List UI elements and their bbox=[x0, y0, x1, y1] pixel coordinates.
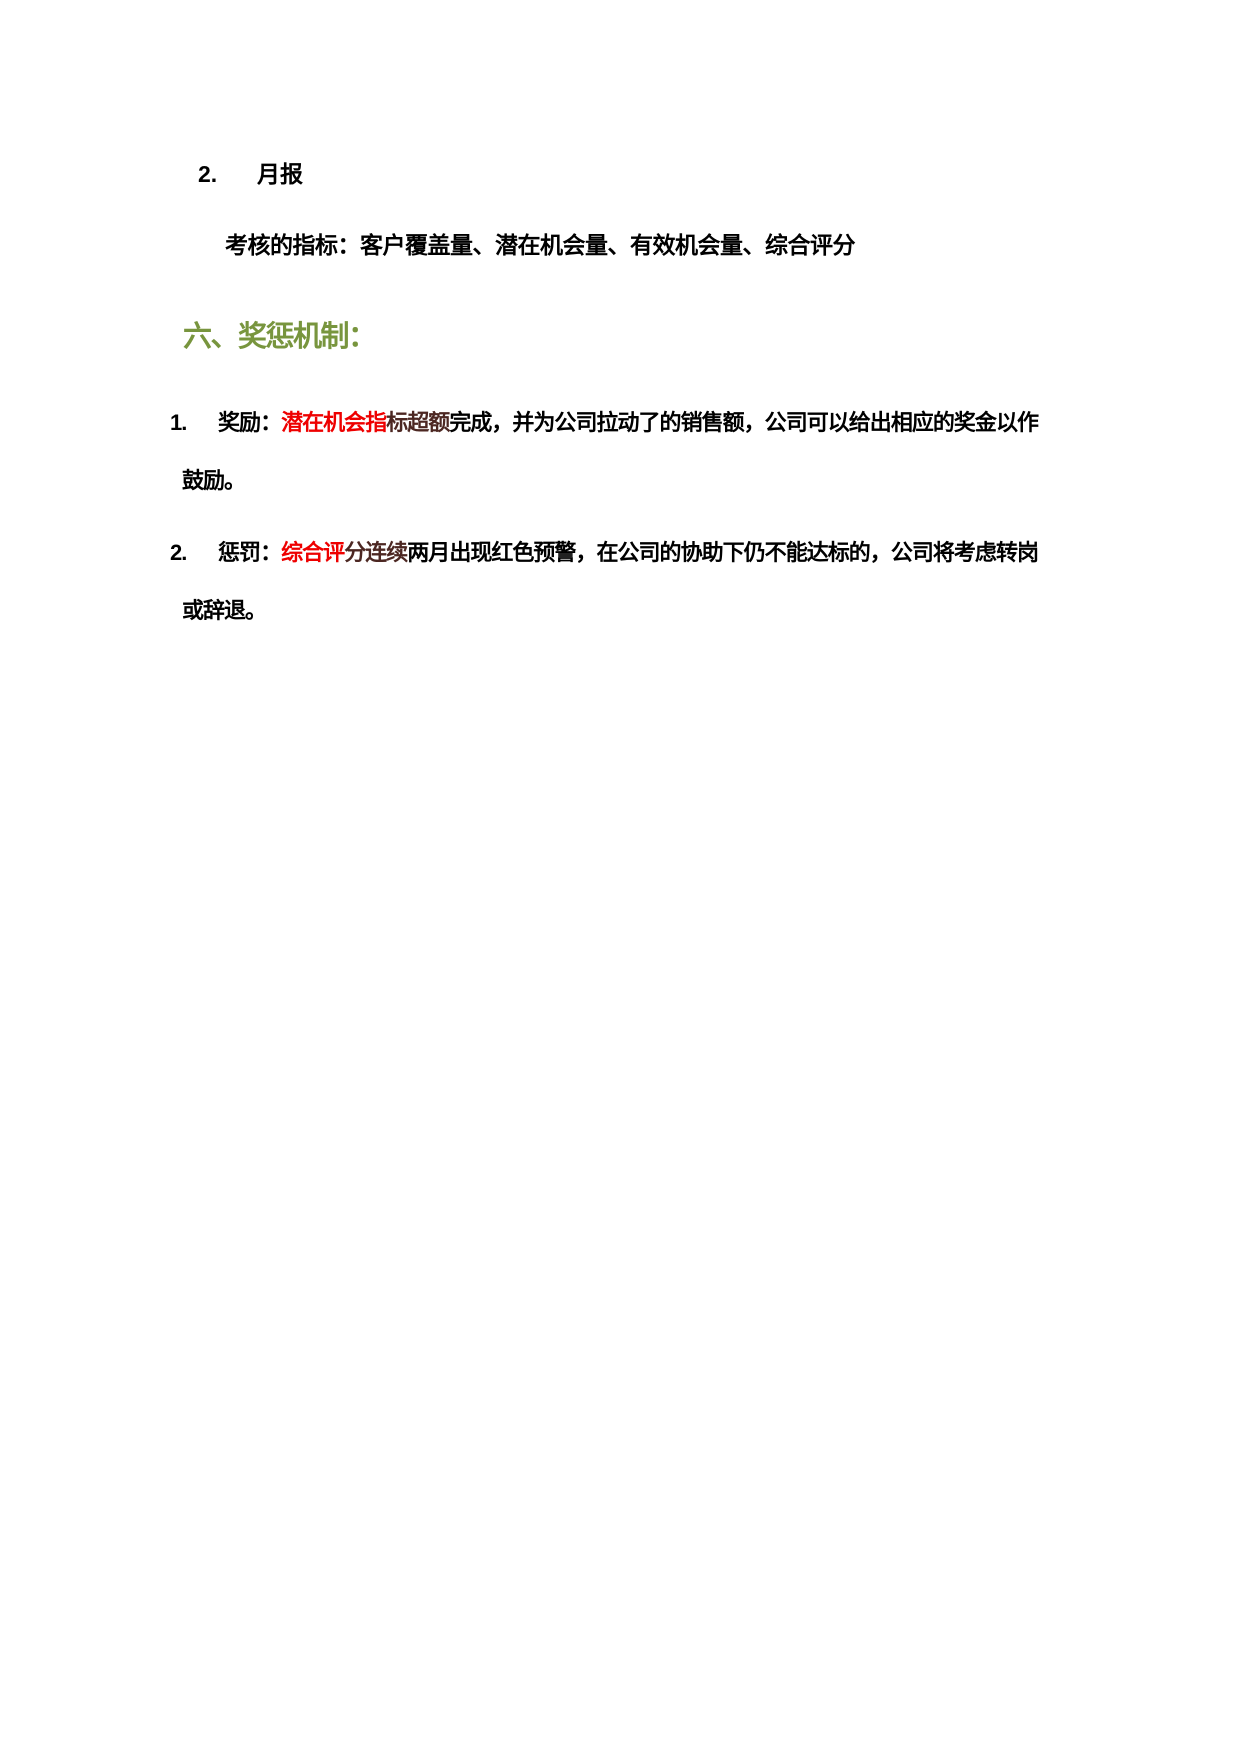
list-label: 月报 bbox=[257, 161, 303, 187]
text-run-bright_red: 综合评 bbox=[281, 540, 345, 565]
assessment-metrics-text: 考核的指标：客户覆盖量、潜在机会量、有效机会量、综合评分 bbox=[225, 232, 856, 258]
list-item-monthly-report: 2. 月报 bbox=[198, 160, 303, 188]
text-run-bright_red: 潜在机会指 bbox=[281, 410, 387, 435]
text-run-dark_red: 标超额 bbox=[386, 410, 450, 435]
text-run-text_black: 完成，并为公司拉动了的销售额，公司可以给出相应的奖金以作鼓励。 bbox=[182, 410, 1039, 493]
list-item-reward: 1. 奖励：潜在机会指标超额完成，并为公司拉动了的销售额，公司可以给出相应的奖金以… bbox=[170, 394, 1039, 510]
punishment-text: 惩罚：综合评分连续两月出现红色预警，在公司的协助下仍不能达标的，公司将考虑转岗或… bbox=[182, 540, 1039, 623]
list-number: 1. bbox=[170, 410, 187, 435]
list-number: 2. bbox=[198, 161, 218, 187]
text-run-text_black: 两月出现红色预警，在公司的协助下仍不能达标的，公司将考虑转岗或辞退。 bbox=[182, 540, 1039, 623]
text-run-text_black: 奖励： bbox=[218, 410, 282, 435]
section-heading: 六、奖惩机制： bbox=[183, 321, 377, 353]
reward-text: 奖励：潜在机会指标超额完成，并为公司拉动了的销售额，公司可以给出相应的奖金以作鼓… bbox=[182, 410, 1039, 493]
list-item-punishment: 2. 惩罚：综合评分连续两月出现红色预警，在公司的协助下仍不能达标的，公司将考虑转… bbox=[170, 524, 1039, 640]
text-run-text_black: 惩罚： bbox=[218, 540, 282, 565]
list-number: 2. bbox=[170, 540, 187, 565]
text-run-dark_red: 分连续 bbox=[344, 540, 408, 565]
